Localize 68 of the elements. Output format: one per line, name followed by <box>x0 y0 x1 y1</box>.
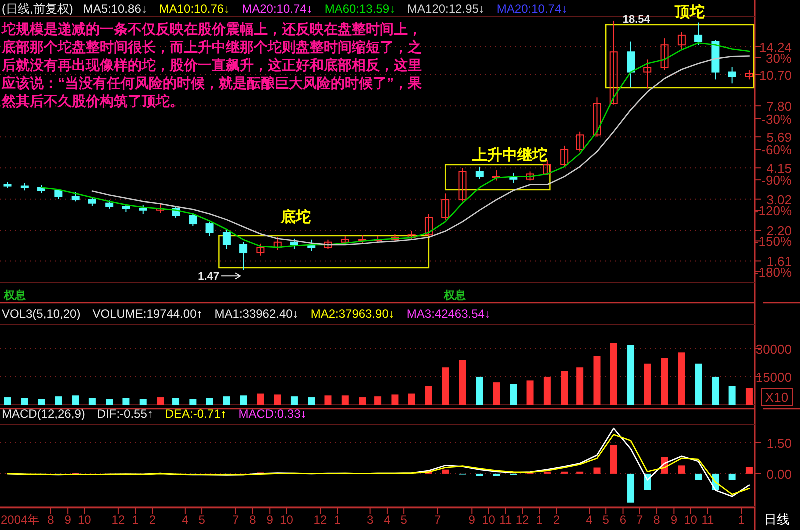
x-tick-label: 11 <box>500 513 512 527</box>
y-tick-label: 1.50 <box>766 436 792 451</box>
y-tick-label: 15000 <box>756 370 792 385</box>
x-tick-label: 12 <box>314 513 328 527</box>
x-tick-label: 1 <box>738 513 746 527</box>
x-tick-label: 6 <box>620 513 627 527</box>
x-tick-label: 9 <box>468 513 476 527</box>
x-tick-label: 9 <box>670 513 678 527</box>
text: MACD:0.33↓ <box>238 407 307 421</box>
y-tick-label: 10.70 <box>759 68 792 83</box>
text: X10 <box>765 390 789 405</box>
text: MA10:10.76↓ <box>159 2 230 16</box>
x-tick-label: 10 <box>684 513 698 527</box>
text: 权息 <box>3 289 27 302</box>
text: MA60:13.59↓ <box>324 2 396 16</box>
text: MA5:10.86↓ <box>83 2 148 16</box>
x-tick-label: 9 <box>64 513 72 527</box>
x-tick-label: 2 <box>149 513 156 527</box>
x-tick-label: 5 <box>400 513 408 527</box>
x-tick-label: 12 <box>516 513 530 527</box>
x-tick-label: 8 <box>250 513 257 527</box>
text: MA20:10.74↓ <box>496 2 568 16</box>
y-tick-label: 30000 <box>756 342 792 357</box>
text: DEA:-0.71↑ <box>165 407 227 421</box>
x-tick-label: 2004年 <box>1 513 40 527</box>
text: 权息 <box>443 289 467 302</box>
annotation: 顶坨 <box>674 4 705 21</box>
text: MA3:42463.54↓ <box>406 307 491 321</box>
text: 日线 <box>764 512 790 527</box>
text: MACD(12,26,9) <box>2 407 86 421</box>
x-tick-label: 4 <box>384 513 392 527</box>
text: DIF:-0.55↑ <box>97 407 154 421</box>
x-tick-label: 1 <box>132 513 140 527</box>
text: VOLUME:19744.00↑ <box>92 307 203 321</box>
x-tick-label: 11 <box>702 513 714 527</box>
annotation: 18.54 <box>622 14 652 26</box>
x-tick-label: 1 <box>536 513 544 527</box>
x-tick-label: 5 <box>198 513 206 527</box>
x-tick-label: 4 <box>586 513 594 527</box>
text: MA1:33962.40↓ <box>214 307 299 321</box>
x-tick-label: 5 <box>602 513 610 527</box>
x-tick-label: 7 <box>232 513 240 527</box>
text: MA20:10.74↓ <box>242 2 313 16</box>
y2-tick-label: -150% <box>754 234 792 250</box>
x-tick-label: 8 <box>654 513 661 527</box>
x-tick-label: 12 <box>112 513 126 527</box>
chart-title: (日线,前复权) <box>2 2 74 16</box>
x-tick-label: 2 <box>553 513 560 527</box>
x-tick-label: 3 <box>366 513 374 527</box>
x-tick-label: 1 <box>334 513 342 527</box>
x-tick-label: 10 <box>280 513 294 527</box>
text: MA120:12.95↓ <box>408 2 485 16</box>
y2-tick-label: -30% <box>762 112 792 127</box>
annotation: 坨规模是递减的一条不仅反映在股价震幅上，还反映在盘整时间上，底部那个坨盘整时间很长，而上升中继那个坨则盘整时间缩短了，之后就没有再出现像样的坨，股价一直飙升，这正好和底部相反，这里应该说：“当没有任何风险的时候，就是酝酿巨大风险的时候了”，果然其后不久股价构筑了顶坨。 <box>2 20 423 110</box>
text: VOL3(5,10,20) <box>2 307 81 321</box>
x-tick-label: 4 <box>182 513 190 527</box>
annotation: 底坨 <box>280 208 311 226</box>
x-tick-label: 10 <box>482 513 496 527</box>
x-tick-label: 7 <box>636 513 644 527</box>
x-tick-label: 8 <box>48 513 55 527</box>
y-tick-label: 0.00 <box>766 466 792 482</box>
annotation: 上升中继坨 <box>472 147 548 164</box>
y-tick-label: 7.80 <box>766 99 792 114</box>
x-tick-label: 9 <box>266 513 274 527</box>
text: MA2:37963.90↓ <box>310 307 395 321</box>
annotation: 1.47 <box>198 271 220 284</box>
x-tick-label: 10 <box>78 513 92 527</box>
x-tick-label: 7 <box>434 513 442 527</box>
